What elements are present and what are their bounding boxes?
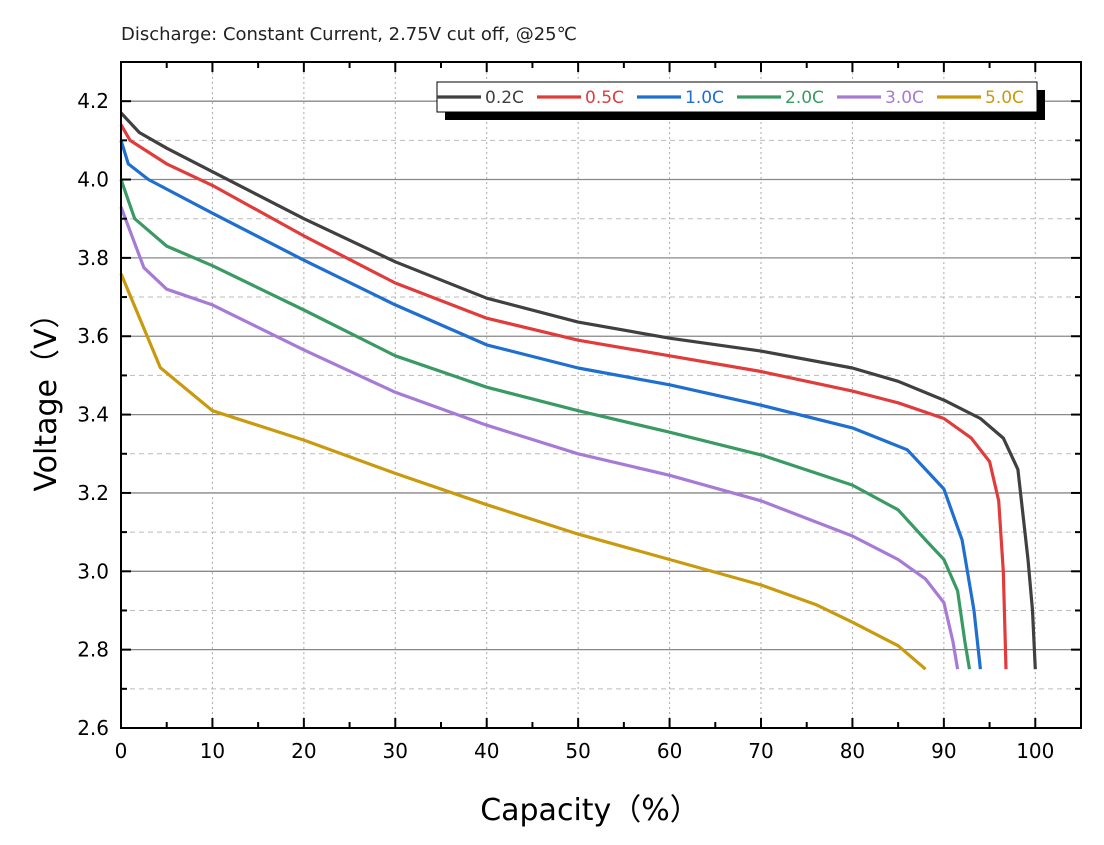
axis-ticks: 2.6 2.8 3.0 3.2 3.4 3.6 3.8 4.0 4.2 0 10 20 30 40 50 60…	[77, 61, 1082, 763]
x-tick-label: 60	[657, 739, 682, 763]
series-line-0-2C	[119, 111, 1037, 670]
x-tick-label: 10	[200, 739, 225, 763]
chart-title: Discharge: Constant Current, 2.75V cut o…	[121, 24, 577, 45]
legend-label: 0.5C	[585, 88, 624, 108]
y-tick-label: 3.6	[77, 324, 109, 348]
y-tick-label: 3.8	[77, 246, 109, 270]
x-tick-label: 100	[1016, 739, 1054, 763]
x-tick-label: 90	[931, 739, 956, 763]
series-lines	[119, 111, 1037, 671]
y-tick-label: 2.6	[77, 716, 109, 740]
x-tick-label: 30	[383, 739, 408, 763]
legend-label: 0.2C	[485, 88, 524, 108]
series-line-0-5C	[119, 123, 1008, 670]
plot-frame	[120, 61, 1082, 729]
x-tick-label: 80	[840, 739, 865, 763]
legend: 0.2C 0.5C 1.0C 2.0C 3.0C 5.0C	[436, 81, 1045, 120]
x-tick-label: 0	[115, 739, 128, 763]
y-tick-label: 4.2	[77, 89, 109, 113]
series-line-5-0C	[119, 272, 927, 671]
x-tick-label: 20	[291, 739, 316, 763]
x-tick-label: 70	[748, 739, 773, 763]
legend-label: 5.0C	[985, 88, 1024, 108]
legend-label: 1.0C	[685, 88, 724, 108]
legend-label: 3.0C	[885, 88, 924, 108]
y-axis-label: Voltage（V）	[29, 298, 64, 491]
y-tick-label: 3.4	[77, 403, 109, 427]
series-line-2-0C	[119, 178, 972, 670]
series-line-3-0C	[119, 206, 960, 670]
series-line-1-0C	[119, 139, 982, 670]
x-axis-label: Capacity（%）	[480, 793, 700, 828]
x-tick-label: 40	[474, 739, 499, 763]
y-tick-label: 3.0	[77, 559, 109, 583]
x-tick-label: 50	[565, 739, 590, 763]
grid	[121, 61, 1081, 729]
y-tick-label: 4.0	[77, 168, 109, 192]
legend-label: 2.0C	[785, 88, 824, 108]
y-tick-label: 3.2	[77, 481, 109, 505]
y-tick-label: 2.8	[77, 638, 109, 662]
